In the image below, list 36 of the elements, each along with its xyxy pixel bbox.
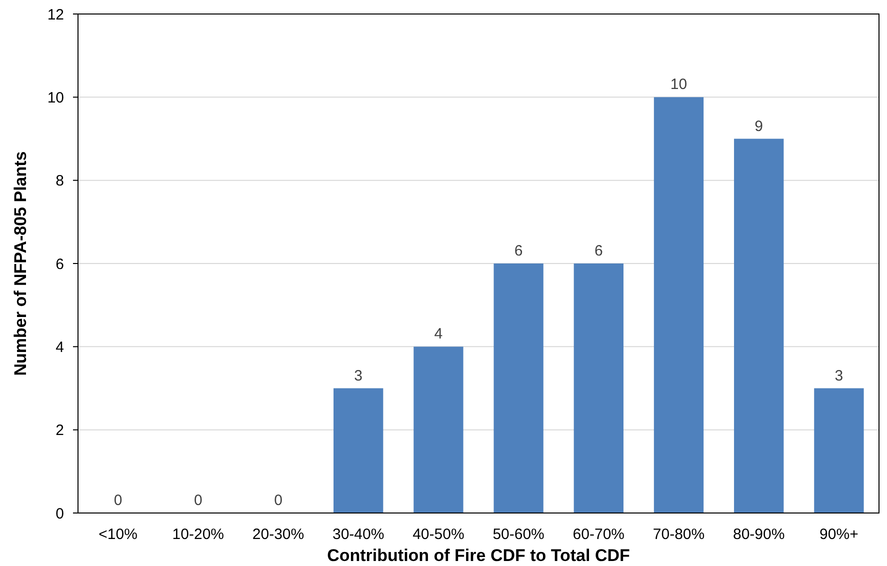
x-tick-label: 40-50%: [412, 526, 464, 543]
bar: [814, 388, 864, 513]
data-label: 6: [594, 242, 603, 260]
y-axis-title: Number of NFPA-805 Plants: [11, 151, 30, 376]
y-tick-label: 8: [56, 172, 64, 190]
y-tick-label: 10: [47, 89, 64, 106]
y-tick-label: 12: [47, 6, 64, 24]
x-tick-label: 70-80%: [652, 526, 705, 543]
y-tick-label: 6: [56, 256, 64, 273]
x-tick-label: 50-60%: [492, 526, 544, 543]
x-tick-label: 20-30%: [252, 526, 304, 543]
y-tick-label: 2: [56, 422, 64, 440]
data-label: 3: [834, 367, 844, 384]
data-label: 0: [114, 492, 122, 509]
y-tick-label: 4: [56, 338, 64, 356]
bar: [574, 264, 624, 513]
x-tick-label: 60-70%: [572, 526, 624, 543]
data-label: 0: [194, 492, 202, 509]
data-label: 3: [354, 367, 363, 384]
x-tick-label: <10%: [98, 526, 138, 543]
x-tick-label: 30-40%: [332, 526, 384, 543]
x-axis-title: Contribution of Fire CDF to Total CDF: [327, 546, 630, 565]
bar: [334, 388, 384, 513]
bar: [654, 97, 704, 513]
bar: [734, 138, 784, 513]
x-tick-label: 90%+: [820, 526, 859, 543]
data-label: 10: [670, 76, 688, 94]
bar: [494, 264, 544, 513]
data-label: 4: [434, 326, 443, 343]
bar: [414, 346, 464, 513]
data-label: 6: [514, 242, 523, 260]
x-tick-label: 10-20%: [172, 526, 224, 543]
x-tick-label: 80-90%: [733, 526, 785, 543]
y-tick-label: 0: [56, 505, 64, 522]
data-label: 0: [274, 492, 282, 509]
data-label: 9: [754, 118, 764, 135]
